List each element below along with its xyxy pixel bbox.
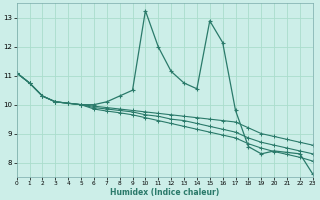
X-axis label: Humidex (Indice chaleur): Humidex (Indice chaleur) xyxy=(110,188,219,197)
